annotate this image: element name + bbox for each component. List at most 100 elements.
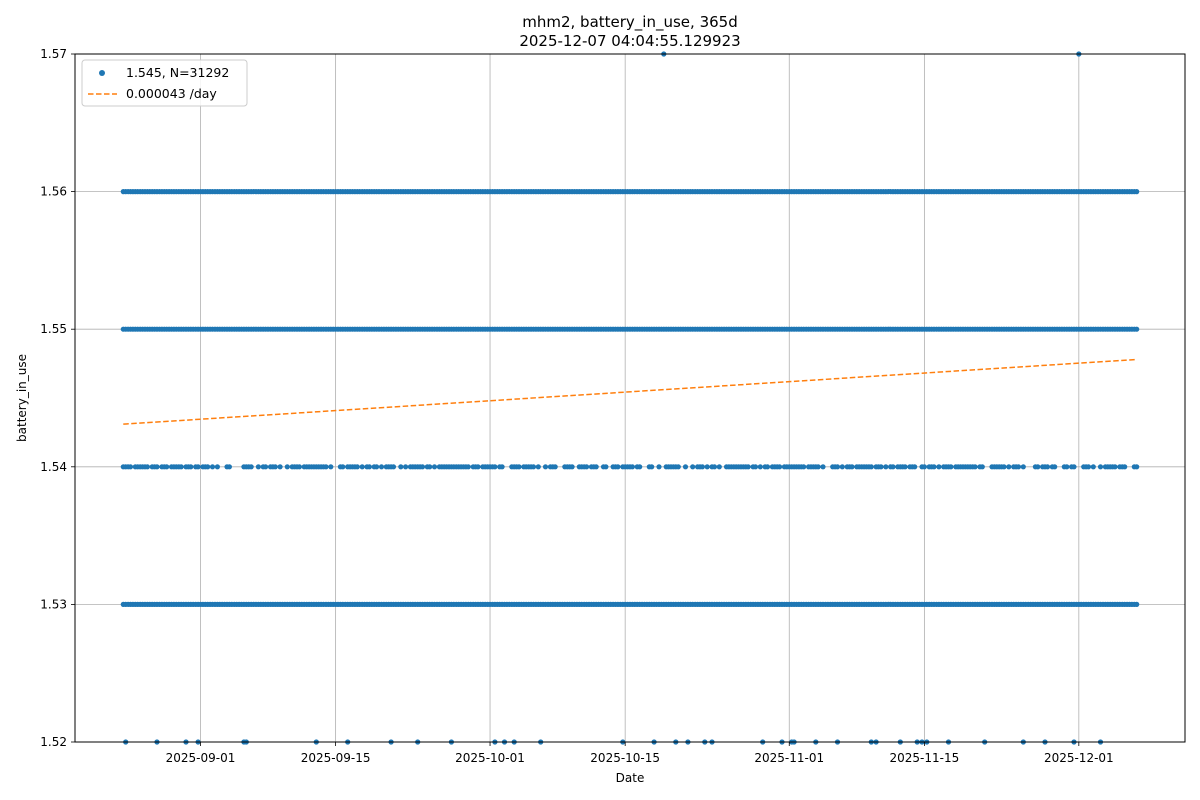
data-point	[902, 464, 908, 470]
data-point	[398, 464, 404, 470]
data-point	[716, 464, 722, 470]
data-point	[205, 464, 211, 470]
data-point	[704, 464, 710, 470]
data-point	[1134, 601, 1140, 608]
data-point	[296, 464, 302, 470]
data-point	[1064, 464, 1070, 470]
data-point	[530, 464, 537, 470]
data-point	[1097, 464, 1104, 470]
data-point	[936, 464, 942, 470]
data-point	[569, 464, 575, 470]
data-point	[839, 464, 845, 470]
y-axis: 1.52 1.53 1.54 1.55 1.56 1.57	[40, 47, 75, 749]
data-point	[1015, 464, 1022, 470]
data-point	[1044, 464, 1051, 470]
data-point	[164, 464, 170, 470]
data-point	[593, 464, 599, 470]
data-point	[834, 464, 841, 470]
trend-line	[123, 358, 1137, 425]
data-point	[1035, 464, 1041, 470]
x-tick-label: 2025-09-01	[166, 751, 236, 765]
data-point	[465, 464, 471, 470]
data-point	[948, 464, 954, 470]
data-point	[144, 464, 150, 470]
data-point	[1122, 464, 1128, 470]
data-point	[195, 464, 201, 470]
chart-subtitle: 2025-12-07 04:04:55.129923	[519, 32, 740, 50]
data-point	[516, 464, 522, 470]
y-tick-label: 1.55	[40, 322, 67, 336]
data-point	[1134, 326, 1140, 332]
data-point	[757, 464, 763, 470]
data-point	[815, 464, 821, 470]
legend-label-scatter: 1.545, N=31292	[126, 65, 229, 80]
legend: 1.545, N=31292 0.000043 /day	[81, 59, 248, 107]
plot-frame	[74, 53, 1186, 743]
data-point	[629, 464, 636, 470]
x-tick-label: 2025-11-01	[754, 751, 824, 765]
data-point	[263, 464, 269, 470]
x-tick-label: 2025-10-01	[455, 751, 525, 765]
data-point	[475, 464, 481, 470]
x-axis-label: Date	[616, 771, 645, 785]
data-point	[492, 464, 498, 470]
data-point	[390, 464, 397, 470]
data-point	[226, 464, 232, 470]
data-point	[675, 464, 681, 470]
data-point	[699, 464, 706, 470]
data-point	[1085, 464, 1092, 470]
data-point	[745, 464, 751, 470]
data-point	[890, 464, 896, 470]
y-tick-label: 1.56	[40, 185, 67, 199]
data-point	[552, 464, 558, 470]
data-point	[912, 464, 918, 470]
data-point	[1006, 464, 1012, 470]
data-point	[682, 464, 689, 470]
data-point	[777, 464, 783, 470]
data-point	[921, 464, 928, 470]
data-point	[535, 464, 541, 470]
data-point	[542, 464, 549, 470]
data-point	[340, 464, 346, 470]
data-point	[248, 464, 254, 470]
data-point	[1134, 189, 1140, 195]
data-point	[378, 464, 385, 470]
data-point	[499, 464, 505, 470]
data-point	[637, 464, 643, 470]
data-point	[272, 464, 278, 470]
data-point	[656, 464, 662, 470]
y-tick-label: 1.54	[40, 460, 67, 474]
data-point	[649, 464, 655, 470]
chart-title: mhm2, battery_in_use, 365d	[522, 13, 737, 32]
data-point	[711, 464, 718, 470]
data-point	[374, 464, 380, 470]
data-point	[188, 464, 194, 470]
data-point	[255, 464, 261, 470]
data-point	[1090, 464, 1096, 470]
data-point	[366, 464, 372, 470]
data-point	[277, 464, 283, 470]
data-point	[431, 464, 438, 470]
data-point	[323, 464, 329, 470]
trend-line-layer	[123, 358, 1137, 425]
data-point	[584, 464, 590, 470]
data-point	[1020, 464, 1026, 470]
data-point	[178, 464, 184, 470]
data-point	[154, 464, 160, 470]
legend-label-trend: 0.000043 /day	[126, 86, 217, 101]
data-point	[427, 464, 433, 470]
data-point	[752, 464, 759, 470]
y-tick-label: 1.52	[40, 735, 67, 749]
data-point	[1112, 464, 1118, 470]
data-point	[979, 464, 985, 470]
legend-box	[81, 59, 248, 107]
data-point	[403, 464, 409, 470]
y-axis-label: battery_in_use	[15, 354, 29, 442]
data-point	[931, 464, 937, 470]
x-tick-label: 2025-11-15	[890, 751, 960, 765]
data-point	[284, 464, 290, 470]
data-point	[359, 464, 365, 470]
data-point	[820, 464, 826, 470]
